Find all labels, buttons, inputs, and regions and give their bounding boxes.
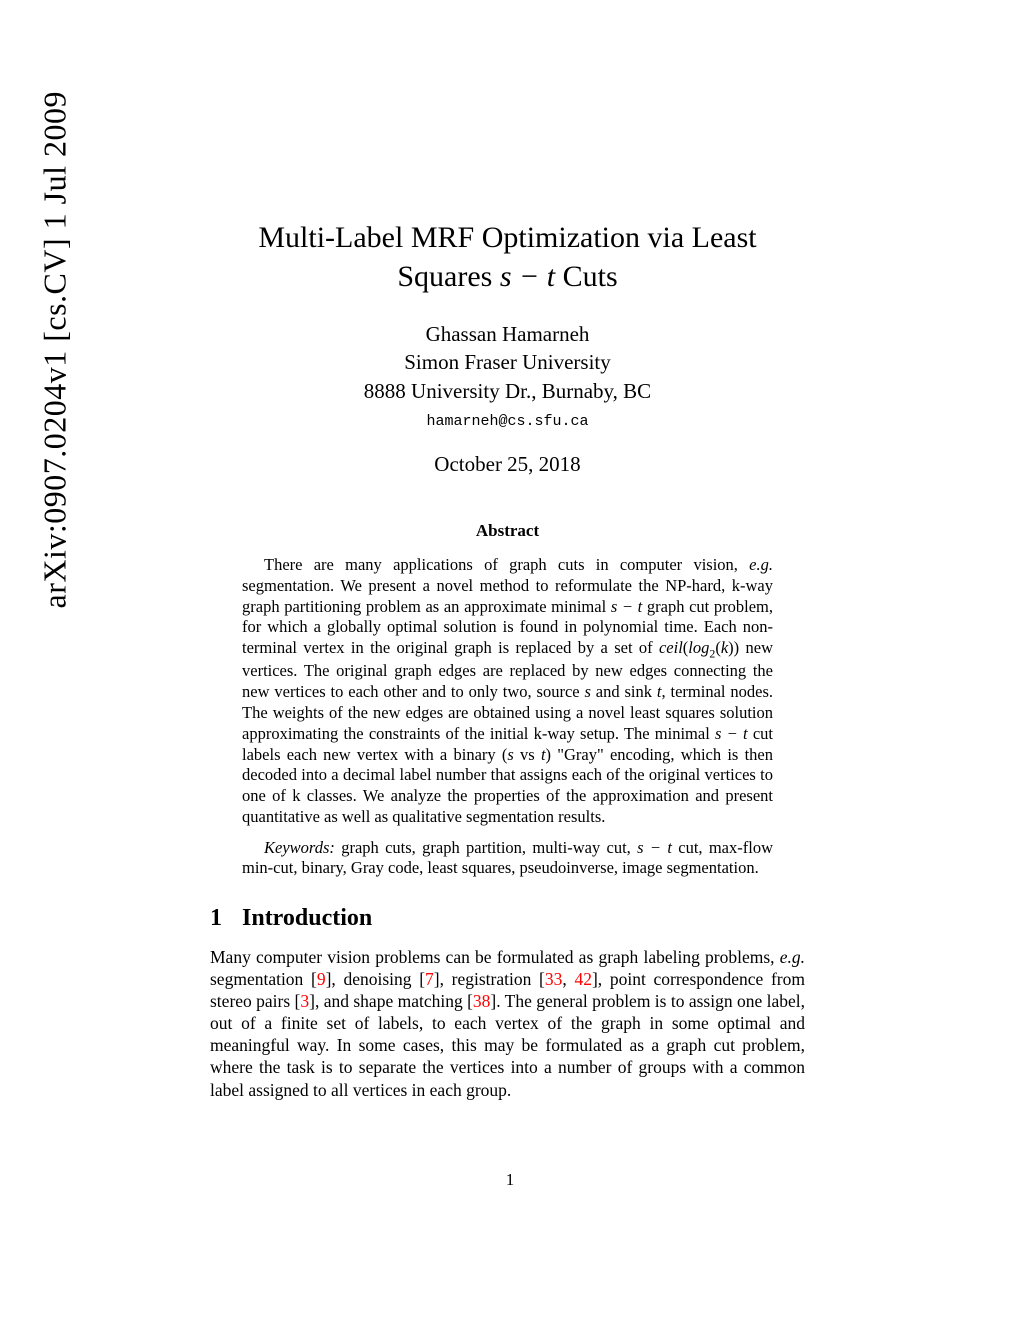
intro-4: ], registration [ xyxy=(434,969,545,989)
intro-2: segmentation [ xyxy=(210,969,317,989)
intro-6: ], and shape matching [ xyxy=(309,991,473,1011)
title-s-t: s − t xyxy=(500,260,555,293)
abs-eg: e.g. xyxy=(749,555,773,574)
ref-33[interactable]: 33 xyxy=(545,969,563,989)
ref-38[interactable]: 38 xyxy=(473,991,491,1011)
intro-1: Many computer vision problems can be for… xyxy=(210,947,780,967)
section-number: 1 xyxy=(210,905,222,932)
abs-ceil: ceil xyxy=(659,638,683,657)
affiliation: Simon Fraser University xyxy=(210,348,805,376)
arxiv-identifier: arXiv:0907.0204v1 [cs.CV] 1 Jul 2009 xyxy=(37,91,74,609)
paper-title: Multi-Label MRF Optimization via Least S… xyxy=(210,218,805,296)
intro-3: ], denoising [ xyxy=(326,969,425,989)
page-number: 1 xyxy=(0,1170,1020,1190)
author-block: Ghassan Hamarneh Simon Fraser University… xyxy=(210,320,805,405)
abs-and: and sink xyxy=(591,682,657,701)
keywords-block: Keywords: graph cuts, graph partition, m… xyxy=(242,838,773,880)
abs-log: log xyxy=(688,638,709,657)
section-heading-intro: 1 Introduction xyxy=(210,905,805,932)
paper-date: October 25, 2018 xyxy=(210,452,805,477)
abs-st2: s − t xyxy=(715,724,748,743)
keywords-st: s − t xyxy=(637,838,672,857)
title-line-2-post: Cuts xyxy=(555,260,618,293)
title-line-2-pre: Squares xyxy=(397,260,499,293)
abstract-text: There are many applications of graph cut… xyxy=(242,555,773,828)
author-email: hamarneh@cs.sfu.ca xyxy=(210,413,805,430)
abs-logsub: 2 xyxy=(709,646,715,660)
paper-content: Multi-Label MRF Optimization via Least S… xyxy=(210,218,805,1101)
abstract-heading: Abstract xyxy=(210,521,805,541)
abs-k: k xyxy=(721,638,728,657)
address: 8888 University Dr., Burnaby, BC xyxy=(210,377,805,405)
abs-vs: vs xyxy=(514,745,541,764)
intro-c: , xyxy=(562,969,574,989)
abs-t1: There are many applications of graph cut… xyxy=(264,555,749,574)
ref-42[interactable]: 42 xyxy=(574,969,592,989)
author-name: Ghassan Hamarneh xyxy=(210,320,805,348)
ref-3[interactable]: 3 xyxy=(300,991,309,1011)
keywords-pre: graph cuts, graph partition, multi-way c… xyxy=(335,838,637,857)
abs-st1: s − t xyxy=(611,597,642,616)
title-line-1: Multi-Label MRF Optimization via Least xyxy=(258,221,756,254)
keywords-label: Keywords: xyxy=(264,838,335,857)
intro-paragraph: Many computer vision problems can be for… xyxy=(210,946,805,1100)
intro-eg: e.g. xyxy=(780,947,805,967)
ref-9[interactable]: 9 xyxy=(317,969,326,989)
ref-7[interactable]: 7 xyxy=(425,969,434,989)
section-title: Introduction xyxy=(242,905,372,931)
page-container: arXiv:0907.0204v1 [cs.CV] 1 Jul 2009 Mul… xyxy=(0,0,1020,1320)
